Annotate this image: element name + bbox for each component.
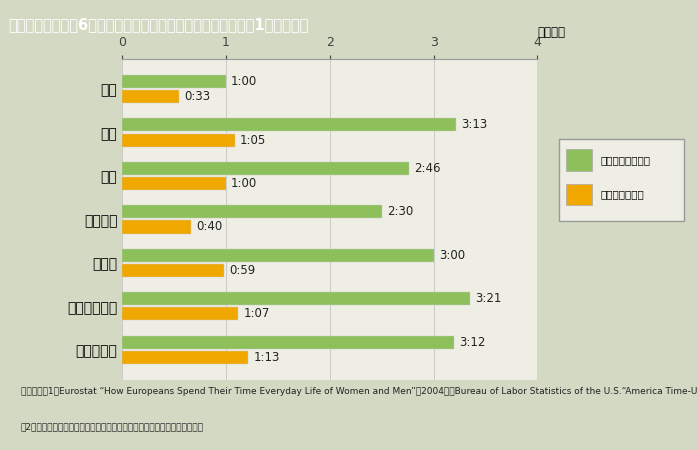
Text: 0:59: 0:59 bbox=[230, 264, 255, 277]
Text: 0:33: 0:33 bbox=[184, 90, 211, 103]
Text: 3:00: 3:00 bbox=[439, 249, 465, 262]
Bar bbox=[122, 75, 226, 88]
Text: （時間）: （時間） bbox=[537, 26, 565, 39]
Bar bbox=[122, 336, 454, 349]
Bar bbox=[122, 351, 248, 364]
Bar bbox=[122, 90, 179, 103]
Text: 家事関連時間全体: 家事関連時間全体 bbox=[600, 155, 650, 165]
Text: 1:00: 1:00 bbox=[231, 75, 258, 88]
Bar bbox=[122, 264, 224, 277]
Bar bbox=[122, 162, 410, 175]
Text: うち育児の時間: うち育児の時間 bbox=[600, 189, 644, 199]
Text: 3:21: 3:21 bbox=[475, 292, 502, 305]
Text: 3:12: 3:12 bbox=[459, 336, 486, 349]
FancyBboxPatch shape bbox=[559, 139, 683, 221]
Bar bbox=[122, 134, 235, 147]
Bar bbox=[565, 184, 592, 205]
Bar bbox=[122, 177, 226, 190]
Bar bbox=[122, 220, 191, 234]
Bar bbox=[122, 205, 382, 218]
Bar bbox=[565, 149, 592, 171]
Bar bbox=[122, 249, 433, 262]
Text: 1:00: 1:00 bbox=[231, 177, 258, 190]
Text: （備考）　1．Eurostat “How Europeans Spend Their Time Everyday Life of Women and Men”（: （備考） 1．Eurostat “How Europeans Spend The… bbox=[21, 387, 698, 396]
Text: 1:05: 1:05 bbox=[240, 134, 266, 147]
Text: 2．日本の数値は、「夫婦と子どもの世帯」に限定した夫の時間である。: 2．日本の数値は、「夫婦と子どもの世帯」に限定した夫の時間である。 bbox=[21, 422, 204, 431]
Bar bbox=[122, 118, 456, 131]
Text: 0:40: 0:40 bbox=[197, 220, 223, 234]
Text: 2:46: 2:46 bbox=[415, 162, 441, 175]
Text: 2:30: 2:30 bbox=[387, 205, 413, 218]
Text: 1:13: 1:13 bbox=[253, 351, 280, 364]
Text: 3:13: 3:13 bbox=[461, 118, 488, 131]
Text: 1:07: 1:07 bbox=[244, 307, 269, 320]
Bar bbox=[122, 292, 470, 305]
Bar bbox=[122, 307, 238, 320]
Text: 第１－４－５図　6歳未満児のいる夫の家事・育児関連時間（1日当たり）: 第１－４－５図 6歳未満児のいる夫の家事・育児関連時間（1日当たり） bbox=[8, 17, 309, 32]
